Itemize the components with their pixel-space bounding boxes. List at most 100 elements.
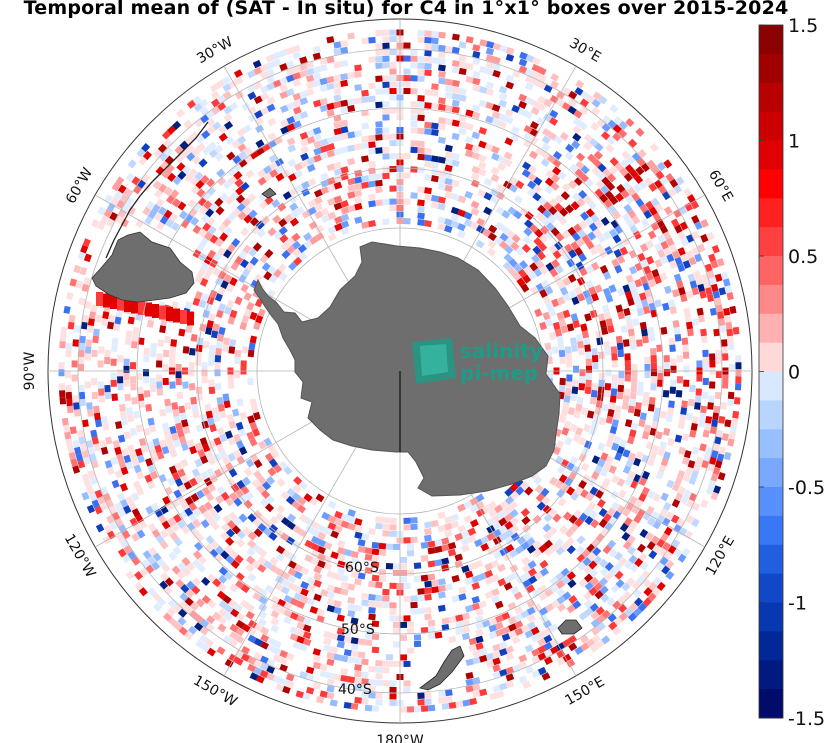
anomaly-cell xyxy=(199,237,209,247)
anomaly-cell xyxy=(294,563,303,573)
anomaly-cell xyxy=(389,524,397,531)
anomaly-cell xyxy=(292,525,302,534)
anomaly-cell xyxy=(137,179,146,189)
anomaly-cell xyxy=(218,326,226,335)
anomaly-cell xyxy=(203,200,213,210)
anomaly-cell xyxy=(604,348,611,356)
anomaly-cell xyxy=(625,458,634,468)
anomaly-cell xyxy=(423,534,432,542)
anomaly-cell xyxy=(361,181,370,189)
anomaly-cell xyxy=(179,592,189,602)
anomaly-cell xyxy=(707,402,714,410)
anomaly-cell xyxy=(410,101,418,108)
anomaly-cell xyxy=(457,209,466,218)
anomaly-cell xyxy=(491,117,501,126)
anomaly-cell xyxy=(465,122,474,131)
anomaly-cell xyxy=(568,594,578,604)
anomaly-cell xyxy=(627,470,636,480)
anomaly-cell xyxy=(725,321,733,330)
anomaly-cell xyxy=(214,553,224,563)
anomaly-cell xyxy=(300,581,310,590)
anomaly-cell xyxy=(536,251,546,261)
anomaly-cell xyxy=(437,156,446,164)
anomaly-cell xyxy=(326,163,336,172)
anomaly-cell xyxy=(598,372,606,380)
anomaly-cell xyxy=(317,538,327,548)
anomaly-cell xyxy=(702,356,709,365)
anomaly-cell xyxy=(276,605,286,615)
anomaly-cell xyxy=(562,252,572,262)
anomaly-cell xyxy=(257,548,268,558)
anomaly-cell xyxy=(222,344,229,353)
anomaly-cell xyxy=(515,180,525,190)
anomaly-cell xyxy=(583,423,591,433)
anomaly-cell xyxy=(99,439,107,449)
anomaly-cell xyxy=(233,603,244,613)
anomaly-cell xyxy=(665,559,675,570)
anomaly-cell xyxy=(646,505,655,515)
anomaly-cell xyxy=(471,165,481,174)
anomaly-cell xyxy=(673,184,683,194)
colorbar-step xyxy=(759,689,783,719)
anomaly-cell xyxy=(258,200,269,210)
anomaly-cell xyxy=(403,686,411,693)
anomaly-cell xyxy=(347,177,356,186)
anomaly-cell xyxy=(215,206,225,216)
anomaly-cell xyxy=(588,286,597,296)
anomaly-cell xyxy=(216,590,227,600)
anomaly-cell xyxy=(247,634,257,644)
anomaly-cell xyxy=(458,127,467,136)
anomaly-cell xyxy=(194,171,204,181)
anomaly-cell xyxy=(205,110,215,120)
anomaly-cell xyxy=(357,539,366,547)
anomaly-cell xyxy=(152,180,162,190)
anomaly-cell xyxy=(190,396,198,405)
anomaly-cell xyxy=(550,584,560,594)
anomaly-cell xyxy=(544,230,555,240)
anomaly-cell xyxy=(622,395,630,403)
anomaly-cell xyxy=(430,194,440,203)
anomaly-cell xyxy=(286,513,297,523)
anomaly-cell xyxy=(471,575,481,584)
anomaly-cell xyxy=(577,561,587,572)
anomaly-cell xyxy=(313,189,323,198)
anomaly-cell xyxy=(263,519,273,529)
anomaly-cell xyxy=(326,183,336,193)
anomaly-cell xyxy=(640,218,650,228)
anomaly-cell xyxy=(514,627,524,636)
anomaly-cell xyxy=(613,248,623,258)
anomaly-cell xyxy=(159,439,168,448)
anomaly-cell xyxy=(568,642,578,652)
anomaly-cell xyxy=(659,556,669,566)
anomaly-cell xyxy=(309,605,319,614)
anomaly-cell xyxy=(193,102,203,112)
anomaly-cell xyxy=(177,201,187,211)
anomaly-cell xyxy=(705,486,714,496)
anomaly-cell xyxy=(510,532,520,542)
anomaly-cell xyxy=(287,173,297,182)
anomaly-cell xyxy=(678,446,686,455)
colorbar-step xyxy=(759,227,783,257)
anomaly-cell xyxy=(554,538,565,548)
anomaly-cell xyxy=(399,621,408,629)
anomaly-cell xyxy=(312,45,322,54)
anomaly-cell xyxy=(554,328,563,337)
anomaly-cell xyxy=(293,570,303,580)
anomaly-cell xyxy=(560,483,570,493)
anomaly-cell xyxy=(596,118,606,128)
anomaly-cell xyxy=(78,391,86,400)
anomaly-cell xyxy=(229,309,238,319)
anomaly-cell xyxy=(475,224,486,234)
anomaly-cell xyxy=(186,562,196,572)
anomaly-cell xyxy=(573,509,583,519)
anomaly-cell xyxy=(70,458,79,468)
anomaly-cell xyxy=(613,412,621,421)
anomaly-cell xyxy=(536,501,546,511)
anomaly-cell xyxy=(625,526,635,536)
anomaly-cell xyxy=(688,476,697,486)
antarctic-peninsula xyxy=(91,231,195,303)
anomaly-cell xyxy=(119,498,129,508)
anomaly-cell xyxy=(66,292,74,301)
anomaly-cell xyxy=(631,580,642,590)
anomaly-cell xyxy=(188,513,198,523)
